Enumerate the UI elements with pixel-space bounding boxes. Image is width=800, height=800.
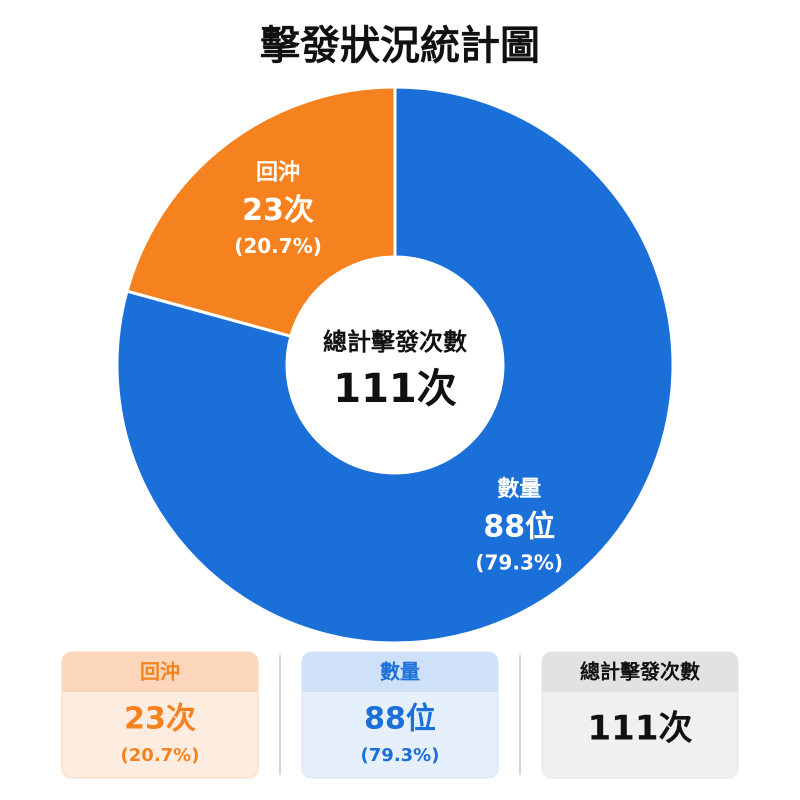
center-total: 111次: [333, 366, 457, 412]
slice-value: 88位: [483, 510, 555, 545]
card-value: 111次: [588, 709, 693, 749]
slice-percent: (79.3%): [475, 551, 563, 575]
slice-category: 數量: [497, 477, 541, 502]
center-label: 總計擊發次數: [323, 328, 467, 356]
card-value: 88位: [364, 702, 436, 737]
card-percent: (20.7%): [121, 745, 200, 766]
slice-value: 23次: [242, 193, 314, 228]
card-header: [542, 652, 738, 692]
card-title: 總計擊發次數: [580, 660, 700, 684]
slice-percent: (20.7%): [234, 234, 322, 258]
card-percent: (79.3%): [361, 745, 440, 766]
card-value: 23次: [124, 702, 196, 737]
slice: [125, 85, 397, 339]
card-header: [62, 652, 258, 692]
chart-title: 擊發狀況統計圖: [260, 23, 540, 69]
card-title: 回沖: [140, 660, 180, 684]
slice: [115, 85, 675, 645]
slice-category: 回沖: [256, 160, 300, 185]
card-title: 數量: [380, 660, 420, 684]
card-header: [302, 652, 498, 692]
